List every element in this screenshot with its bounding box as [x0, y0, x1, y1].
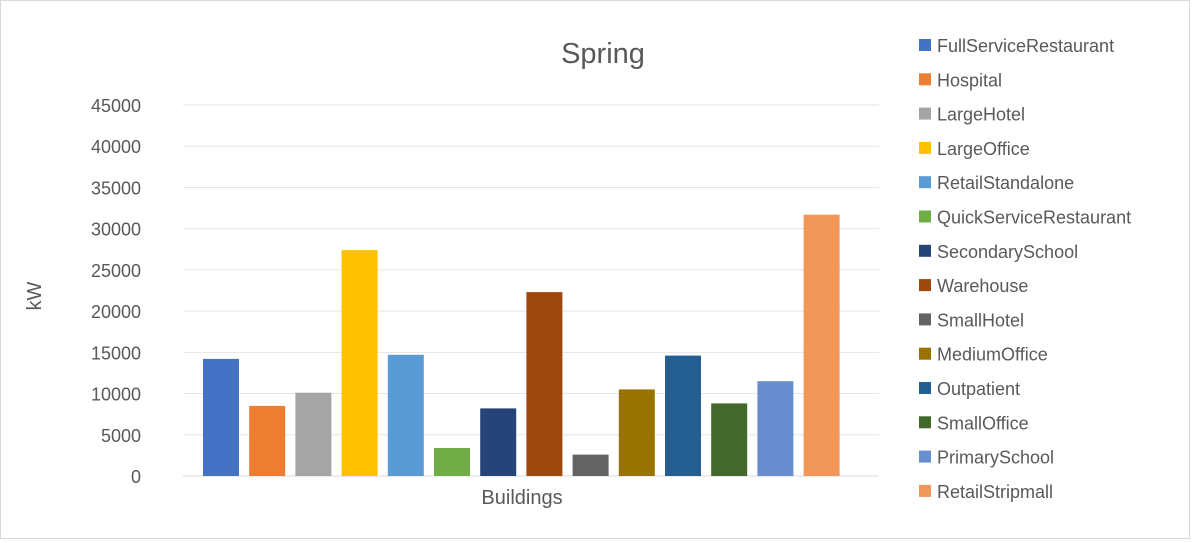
legend-swatch [919, 176, 931, 189]
y-axis-label: kW [24, 281, 46, 310]
y-tick-label: 10000 [91, 385, 141, 405]
legend-swatch [919, 382, 931, 394]
legend-item: SecondarySchool [919, 242, 1078, 262]
bar-retailstripmall [803, 214, 840, 476]
y-tick-label: 5000 [101, 426, 141, 446]
legend-label: SecondarySchool [937, 242, 1078, 262]
bar-largeoffice [341, 250, 378, 476]
bar-secondaryschool [480, 408, 517, 476]
chart-title: Spring [561, 38, 645, 70]
legend-item: PrimarySchool [919, 448, 1054, 468]
legend-label: PrimarySchool [937, 448, 1054, 468]
legend-item: LargeOffice [919, 139, 1030, 159]
legend-item: SmallHotel [919, 310, 1024, 330]
y-tick-label: 35000 [91, 178, 141, 198]
bar-fullservicerestaurant [203, 358, 239, 476]
legend-label: FullServiceRestaurant [937, 36, 1114, 56]
bar-warehouse [526, 292, 563, 476]
bar-mediumoffice [618, 389, 655, 476]
legend-swatch [919, 347, 931, 360]
y-tick-label: 20000 [91, 302, 141, 322]
bar-hospital [249, 405, 286, 476]
y-tick-label: 15000 [91, 343, 141, 363]
bar-outpatient [665, 355, 701, 476]
y-tick-label: 25000 [91, 261, 141, 281]
legend-item: Hospital [919, 70, 1002, 90]
legend-label: SmallHotel [937, 310, 1024, 330]
legend-item: Outpatient [919, 379, 1020, 399]
legend-label: Hospital [937, 70, 1002, 90]
bar-smallhotel [572, 454, 609, 476]
bar-largehotel [295, 392, 332, 476]
legend-label: RetailStripmall [937, 482, 1053, 502]
legend-swatch [919, 39, 931, 51]
legend-label: SmallOffice [937, 413, 1029, 433]
legend-label: QuickServiceRestaurant [937, 208, 1131, 228]
legend-item: RetailStripmall [919, 482, 1053, 502]
legend-label: LargeOffice [937, 139, 1030, 159]
legend-swatch [919, 484, 931, 497]
y-tick-label: 40000 [91, 137, 141, 157]
legend-item: Warehouse [919, 276, 1028, 296]
legend-label: Warehouse [937, 276, 1028, 296]
legend-item: QuickServiceRestaurant [919, 208, 1131, 228]
legend-label: Outpatient [937, 379, 1020, 399]
legend-label: RetailStandalone [937, 173, 1074, 193]
legend-swatch [919, 244, 931, 257]
legend-swatch [919, 279, 931, 292]
y-axis-ticks: 0 5000 10000 15000 20000 25000 30000 35000 40000… [91, 96, 141, 487]
legend-swatch [919, 73, 931, 86]
bar-smalloffice [711, 403, 748, 476]
legend-item: RetailStandalone [919, 173, 1074, 193]
legend-item: FullServiceRestaurant [919, 36, 1114, 56]
x-axis-label: Buildings [481, 487, 562, 509]
legend-item: SmallOffice [919, 413, 1029, 433]
bar-primaryschool [757, 381, 794, 476]
legend-label: MediumOffice [937, 345, 1048, 365]
legend-item: MediumOffice [919, 345, 1048, 365]
legend-swatch [919, 141, 931, 154]
bars [203, 214, 840, 476]
legend-swatch [919, 210, 931, 223]
legend-swatch [919, 450, 931, 463]
y-tick-label: 45000 [91, 96, 141, 116]
bar-retailstandalone [387, 354, 424, 476]
legend-swatch [919, 107, 931, 120]
legend-swatch [919, 416, 931, 429]
y-tick-label: 0 [131, 467, 141, 487]
legend-label: LargeHotel [937, 105, 1025, 125]
y-tick-label: 30000 [91, 220, 141, 240]
legend: FullServiceRestaurant Hospital LargeHotel L… [919, 36, 1131, 502]
bar-quickservicerestaurant [434, 448, 470, 476]
legend-item: LargeHotel [919, 105, 1025, 125]
legend-swatch [919, 313, 931, 326]
